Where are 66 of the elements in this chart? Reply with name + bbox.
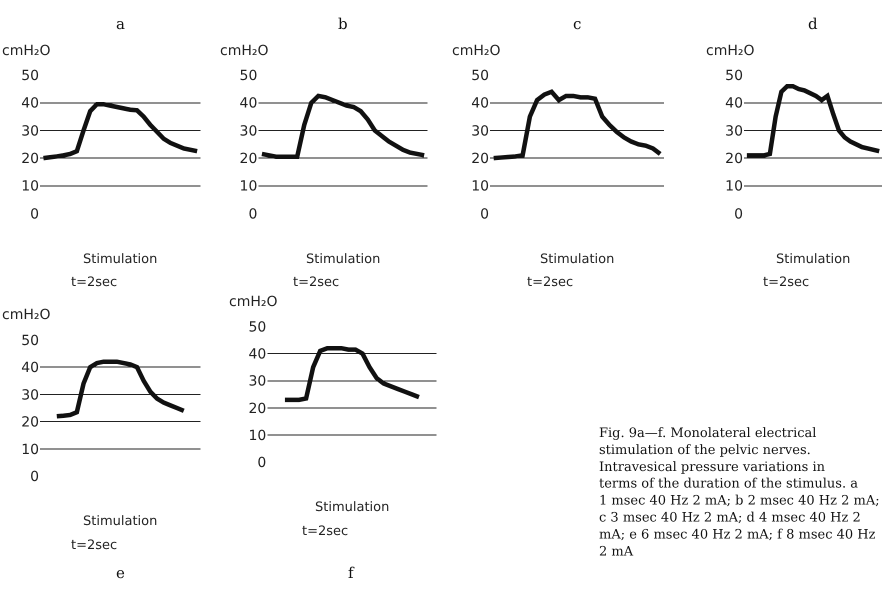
y-tick-label: 10	[240, 178, 258, 195]
y-tick-label: 50	[248, 319, 266, 336]
y-tick-label: 20	[471, 151, 490, 168]
caption: Fig. 9a—f. Monolateral electrical stimulation of the pelvic nerves. Intravesical pressure variations in terms of the duration of the stimulus. a 1 msec 40 Hz 2 mA; b 2 msec 40 Hz 2 mA; c 3 msec 40 Hz 2 mA; d 4 msec 40 Hz 2 mA; e 6 msec 40 Hz 2 mA; f 8 msec 40 Hz 2 mA	[599, 426, 880, 560]
y-axis-title: cmH₂O	[220, 43, 268, 59]
line-series	[41, 102, 200, 160]
y-tick-label: 10	[725, 178, 743, 195]
y-tick-label: 0	[257, 455, 266, 472]
y-axis-title: cmH₂O	[2, 43, 50, 59]
line-series	[744, 84, 882, 158]
y-tick-label: 0	[248, 206, 258, 222]
y-tick-label: 30	[471, 123, 490, 140]
y-tick-label: 30	[240, 123, 258, 140]
chart-title: a	[116, 15, 125, 33]
y-axis-title: cmH₂O	[452, 43, 500, 59]
y-tick-label: 40	[21, 96, 40, 112]
y-tick-label: 40	[21, 360, 40, 376]
y-tick-label: 0	[734, 206, 743, 222]
y-tick-label: 0	[30, 206, 40, 222]
text: t=2sec	[71, 275, 118, 290]
y-tick-label: 20	[248, 400, 266, 417]
line-series	[260, 94, 426, 159]
text: t=2sec	[763, 275, 810, 290]
y-tick-label: 50	[725, 68, 743, 84]
y-tick-label: 40	[248, 346, 266, 363]
chart-title: c	[573, 15, 582, 33]
text: t=2sec	[71, 538, 118, 553]
y-tick-label: 10	[21, 442, 40, 458]
y-tick-label: 30	[725, 123, 743, 140]
text: Stimulation	[83, 514, 158, 529]
line-series	[54, 359, 186, 419]
text: f	[348, 564, 355, 582]
y-tick-label: 40	[725, 96, 743, 112]
text: t=2sec	[302, 524, 348, 539]
y-tick-label: 40	[240, 96, 258, 112]
text: Stimulation	[776, 252, 850, 267]
y-axis-title: cmH₂O	[706, 43, 754, 59]
y-axis-title: cmH₂O	[229, 294, 278, 310]
y-tick-label: 50	[21, 332, 40, 349]
y-tick-label: 0	[30, 469, 40, 486]
y-tick-label: 10	[471, 178, 490, 195]
y-tick-label: 20	[21, 414, 40, 431]
chart-title: b	[338, 15, 348, 33]
text: t=2sec	[527, 275, 574, 290]
y-tick-label: 0	[480, 206, 490, 222]
y-tick-label: 50	[21, 68, 40, 84]
text: Stimulation	[83, 252, 158, 267]
text: Stimulation	[315, 500, 390, 515]
text: t=2sec	[293, 275, 340, 290]
y-tick-label: 10	[248, 428, 266, 444]
chart-title: d	[808, 15, 818, 33]
y-tick-label: 40	[471, 96, 490, 112]
text: Stimulation	[306, 252, 380, 267]
y-tick-label: 30	[21, 387, 40, 404]
y-tick-label: 10	[21, 178, 40, 195]
y-tick-label: 30	[21, 123, 40, 140]
text: e	[116, 564, 125, 582]
y-tick-label: 30	[248, 374, 266, 390]
y-tick-label: 20	[240, 151, 258, 168]
line-series	[282, 346, 422, 402]
y-tick-label: 50	[471, 68, 490, 84]
y-tick-label: 20	[21, 151, 40, 168]
y-axis-title: cmH₂O	[2, 307, 50, 323]
y-tick-label: 20	[725, 151, 743, 168]
y-tick-label: 50	[240, 68, 258, 84]
text: Stimulation	[540, 252, 614, 267]
